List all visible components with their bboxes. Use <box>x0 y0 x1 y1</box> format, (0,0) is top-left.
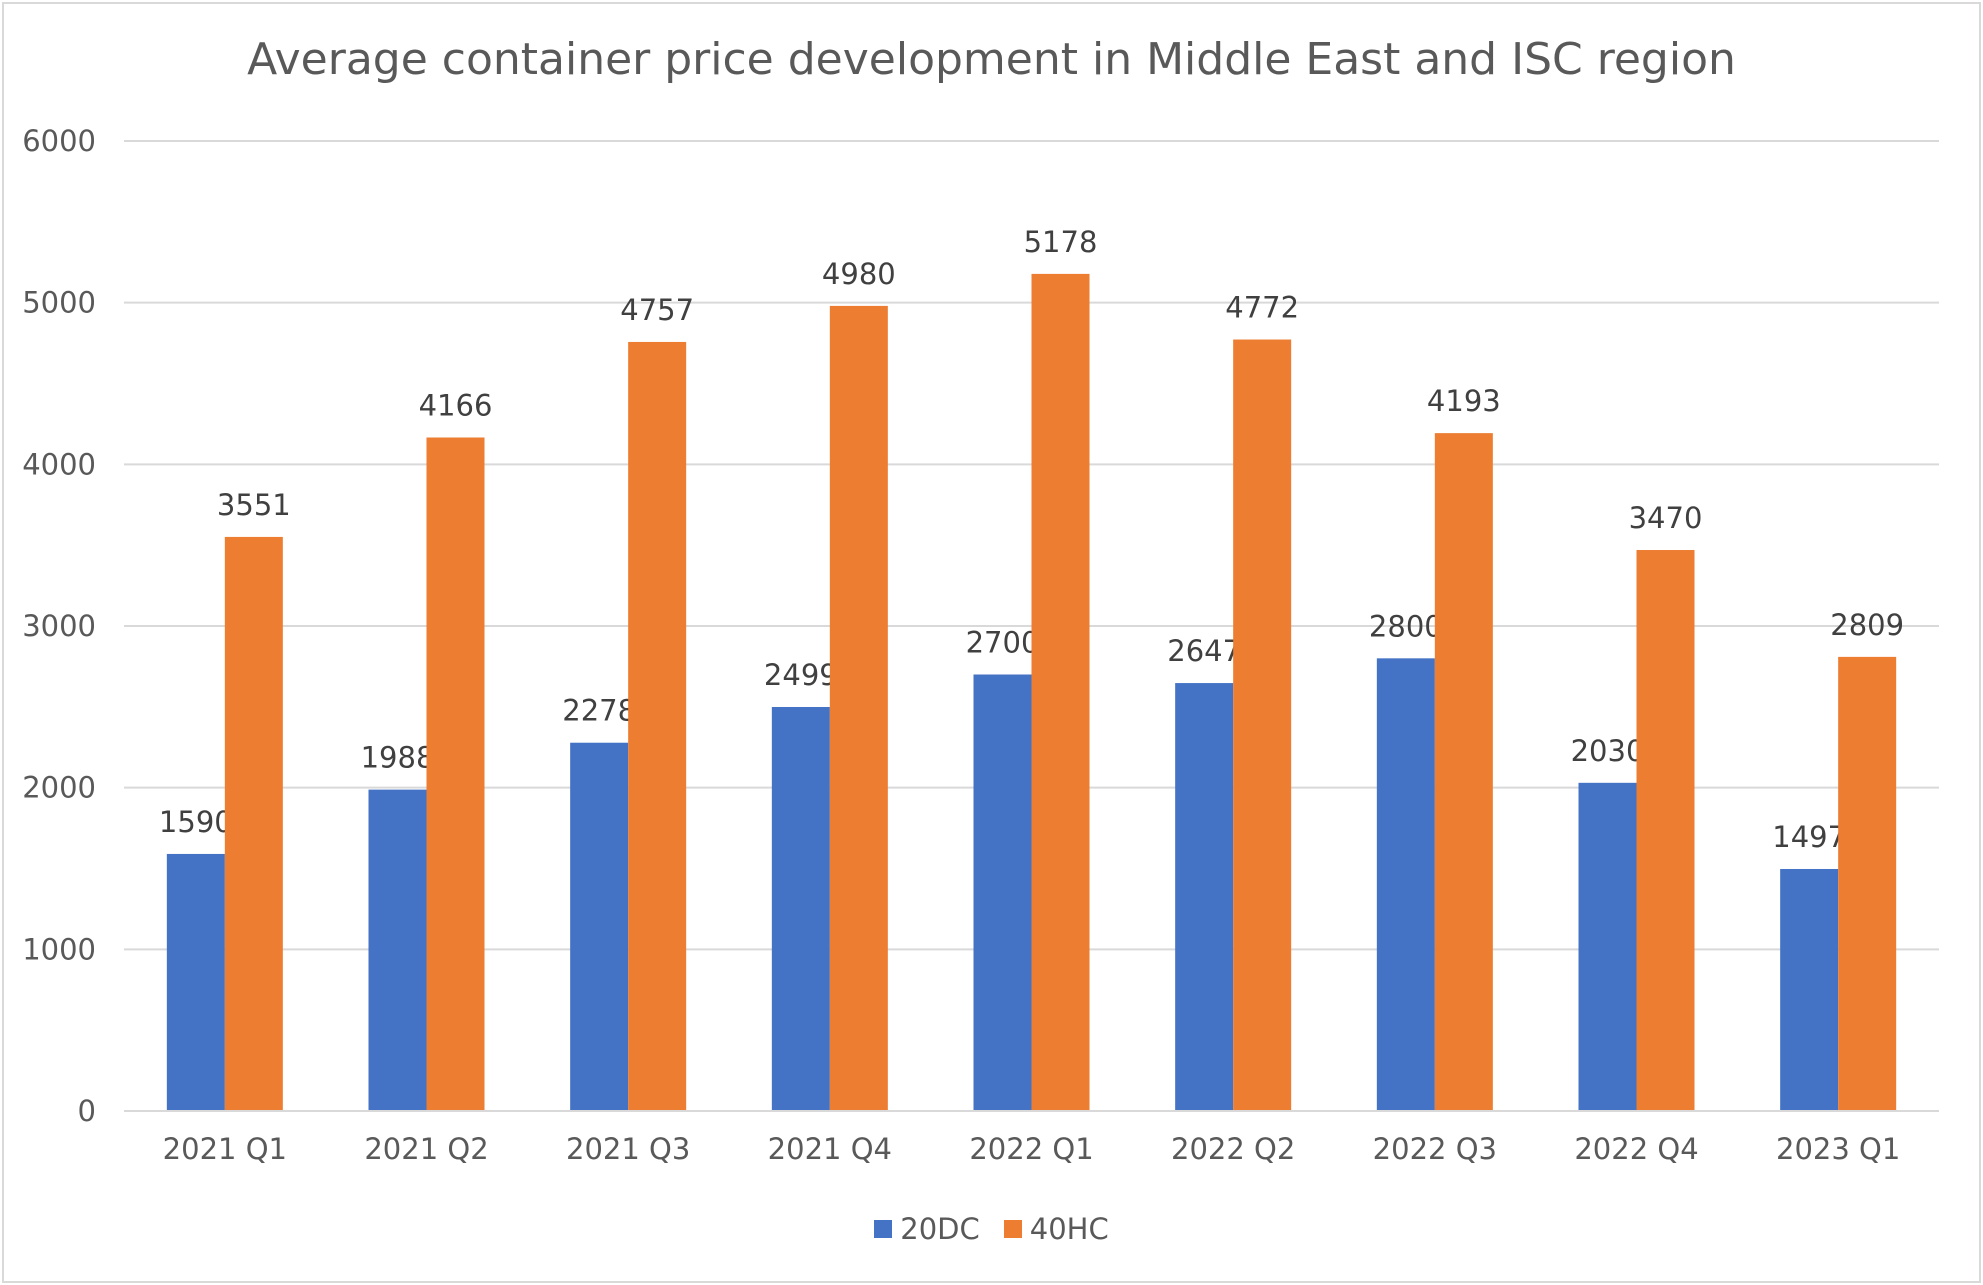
data-label: 1590 <box>159 805 233 839</box>
legend-swatch <box>1003 1220 1022 1238</box>
data-label: 1497 <box>1772 820 1846 854</box>
data-label: 4757 <box>620 293 694 327</box>
bar-40hc <box>1233 339 1292 1111</box>
legend-item: 20DC <box>874 1212 980 1246</box>
bar-40hc <box>1838 656 1897 1111</box>
data-label: 2800 <box>1369 609 1443 643</box>
plot-area: 0 1000 2000 3000 4000 5000 6000 1590 3551 2021 Q1… <box>22 124 1939 1166</box>
bar-20dc <box>166 853 225 1111</box>
y-tick-label: 1000 <box>22 932 96 966</box>
bar-40hc <box>1434 433 1493 1111</box>
x-tick-label: 2023 Q1 <box>1776 1132 1900 1166</box>
legend-swatch <box>874 1220 893 1238</box>
bar-20dc <box>570 742 629 1111</box>
bar-40hc <box>1031 273 1090 1111</box>
y-tick-label: 5000 <box>22 286 96 320</box>
x-tick-label: 2022 Q1 <box>969 1132 1093 1166</box>
x-tick-label: 2021 Q2 <box>364 1132 488 1166</box>
data-label: 4980 <box>822 257 896 291</box>
data-label: 2499 <box>764 658 838 692</box>
data-label: 5178 <box>1024 225 1098 259</box>
data-label: 2700 <box>966 626 1040 660</box>
bar-40hc <box>628 341 687 1111</box>
data-label: 2647 <box>1167 634 1241 668</box>
y-tick-label: 0 <box>78 1094 96 1128</box>
data-label: 1988 <box>361 741 435 775</box>
bar-20dc <box>973 674 1032 1111</box>
legend-item: 40HC <box>1003 1212 1109 1246</box>
bar-40hc <box>224 536 283 1111</box>
y-tick-label: 3000 <box>22 609 96 643</box>
y-tick-label: 2000 <box>22 771 96 805</box>
data-label: 4772 <box>1225 291 1299 325</box>
data-label: 4193 <box>1427 384 1501 418</box>
x-tick-label: 2022 Q4 <box>1574 1132 1698 1166</box>
x-tick-label: 2022 Q2 <box>1171 1132 1295 1166</box>
data-label: 3551 <box>217 488 291 522</box>
bar-40hc <box>426 437 485 1111</box>
legend: 20DC 40HC <box>4 1212 1979 1246</box>
data-label: 2809 <box>1830 608 1904 642</box>
bar-20dc <box>1780 868 1839 1111</box>
bar-20dc <box>368 789 427 1111</box>
bar-20dc <box>1175 683 1234 1111</box>
legend-label: 20DC <box>900 1212 980 1246</box>
chart-title: Average container price development in M… <box>247 34 1736 85</box>
data-label: 4166 <box>419 388 493 422</box>
y-tick-label: 6000 <box>22 124 96 158</box>
bar-20dc <box>1578 782 1637 1111</box>
x-tick-label: 2021 Q4 <box>768 1132 892 1166</box>
x-tick-label: 2021 Q1 <box>163 1132 287 1166</box>
legend-label: 40HC <box>1029 1212 1109 1246</box>
y-tick-label: 4000 <box>22 447 96 481</box>
bar-40hc <box>829 305 888 1111</box>
x-tick-label: 2022 Q3 <box>1373 1132 1497 1166</box>
bar-40hc <box>1636 550 1695 1111</box>
data-label: 3470 <box>1629 501 1703 535</box>
data-label: 2278 <box>562 694 636 728</box>
bar-20dc <box>771 706 830 1111</box>
x-tick-label: 2021 Q3 <box>566 1132 690 1166</box>
data-label: 2030 <box>1571 734 1645 768</box>
bar-20dc <box>1376 658 1435 1111</box>
